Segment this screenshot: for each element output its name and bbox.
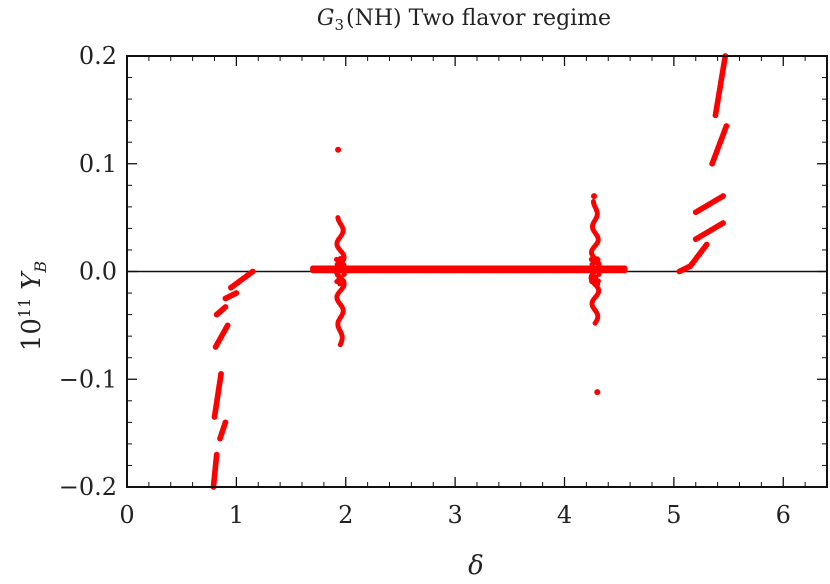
- title-prefix: G: [317, 6, 335, 31]
- data-point: [335, 272, 341, 278]
- data-point: [333, 256, 340, 263]
- data-point: [591, 193, 598, 200]
- x-tick-label: 1: [229, 501, 244, 529]
- y-tick-label: −0.2: [59, 473, 117, 501]
- points-layer: [210, 53, 730, 490]
- data-point: [621, 265, 628, 272]
- y-axis-label: 1011 YB: [15, 261, 50, 352]
- x-tick-label: 0: [119, 501, 134, 529]
- data-point: [340, 257, 346, 263]
- data-point: [340, 278, 347, 284]
- data-point: [334, 278, 340, 285]
- y-tick-label: 0.1: [79, 150, 117, 178]
- data-point: [720, 220, 726, 226]
- data-point: [589, 278, 595, 285]
- data-point: [720, 193, 726, 199]
- data-point: [590, 198, 596, 204]
- data-point: [335, 146, 342, 153]
- data-point: [341, 271, 347, 277]
- ticks-layer: 0 1 2 3 4 5 6 −0.2 −0.1 0.0 0.1 0.2: [59, 42, 827, 529]
- data-point: [335, 215, 341, 221]
- y-tick-label: −0.1: [59, 365, 117, 393]
- ylabel-sub: B: [31, 261, 50, 274]
- data-point: [224, 322, 231, 329]
- ylabel-sup: 11: [15, 298, 34, 318]
- data-point: [703, 241, 710, 248]
- x-tick-label: 3: [447, 501, 462, 529]
- x-tick-label: 6: [776, 501, 791, 529]
- data-point: [596, 262, 602, 268]
- x-tick-label: 4: [557, 501, 572, 529]
- ylabel-main: 10: [17, 318, 47, 351]
- data-point: [723, 123, 730, 129]
- data-point: [595, 257, 601, 263]
- data-point: [589, 261, 595, 267]
- chart-title: G3(NH) Two flavor regime: [317, 6, 611, 34]
- data-point: [341, 262, 347, 268]
- data-point: [213, 451, 220, 458]
- data-point: [233, 290, 240, 296]
- ylabel-var: Y: [17, 270, 47, 290]
- data-point: [334, 261, 340, 267]
- plot-frame: [126, 55, 828, 488]
- data-point: [589, 272, 596, 278]
- x-axis-label: δ: [468, 551, 484, 581]
- data-point: [249, 268, 256, 275]
- title-sub: 3: [334, 16, 344, 34]
- data-point: [588, 256, 595, 263]
- data-point: [596, 271, 602, 277]
- x-tick-label: 5: [666, 501, 681, 529]
- x-tick-label: 2: [338, 501, 353, 529]
- data-point: [222, 304, 229, 310]
- data-point: [222, 419, 229, 426]
- data-point: [218, 370, 224, 377]
- y-tick-label: 0.0: [79, 258, 117, 286]
- y-tick-label: 0.2: [79, 42, 117, 70]
- data-point: [595, 278, 601, 284]
- data-point: [594, 389, 601, 396]
- title-rest: (NH) Two flavor regime: [346, 6, 611, 31]
